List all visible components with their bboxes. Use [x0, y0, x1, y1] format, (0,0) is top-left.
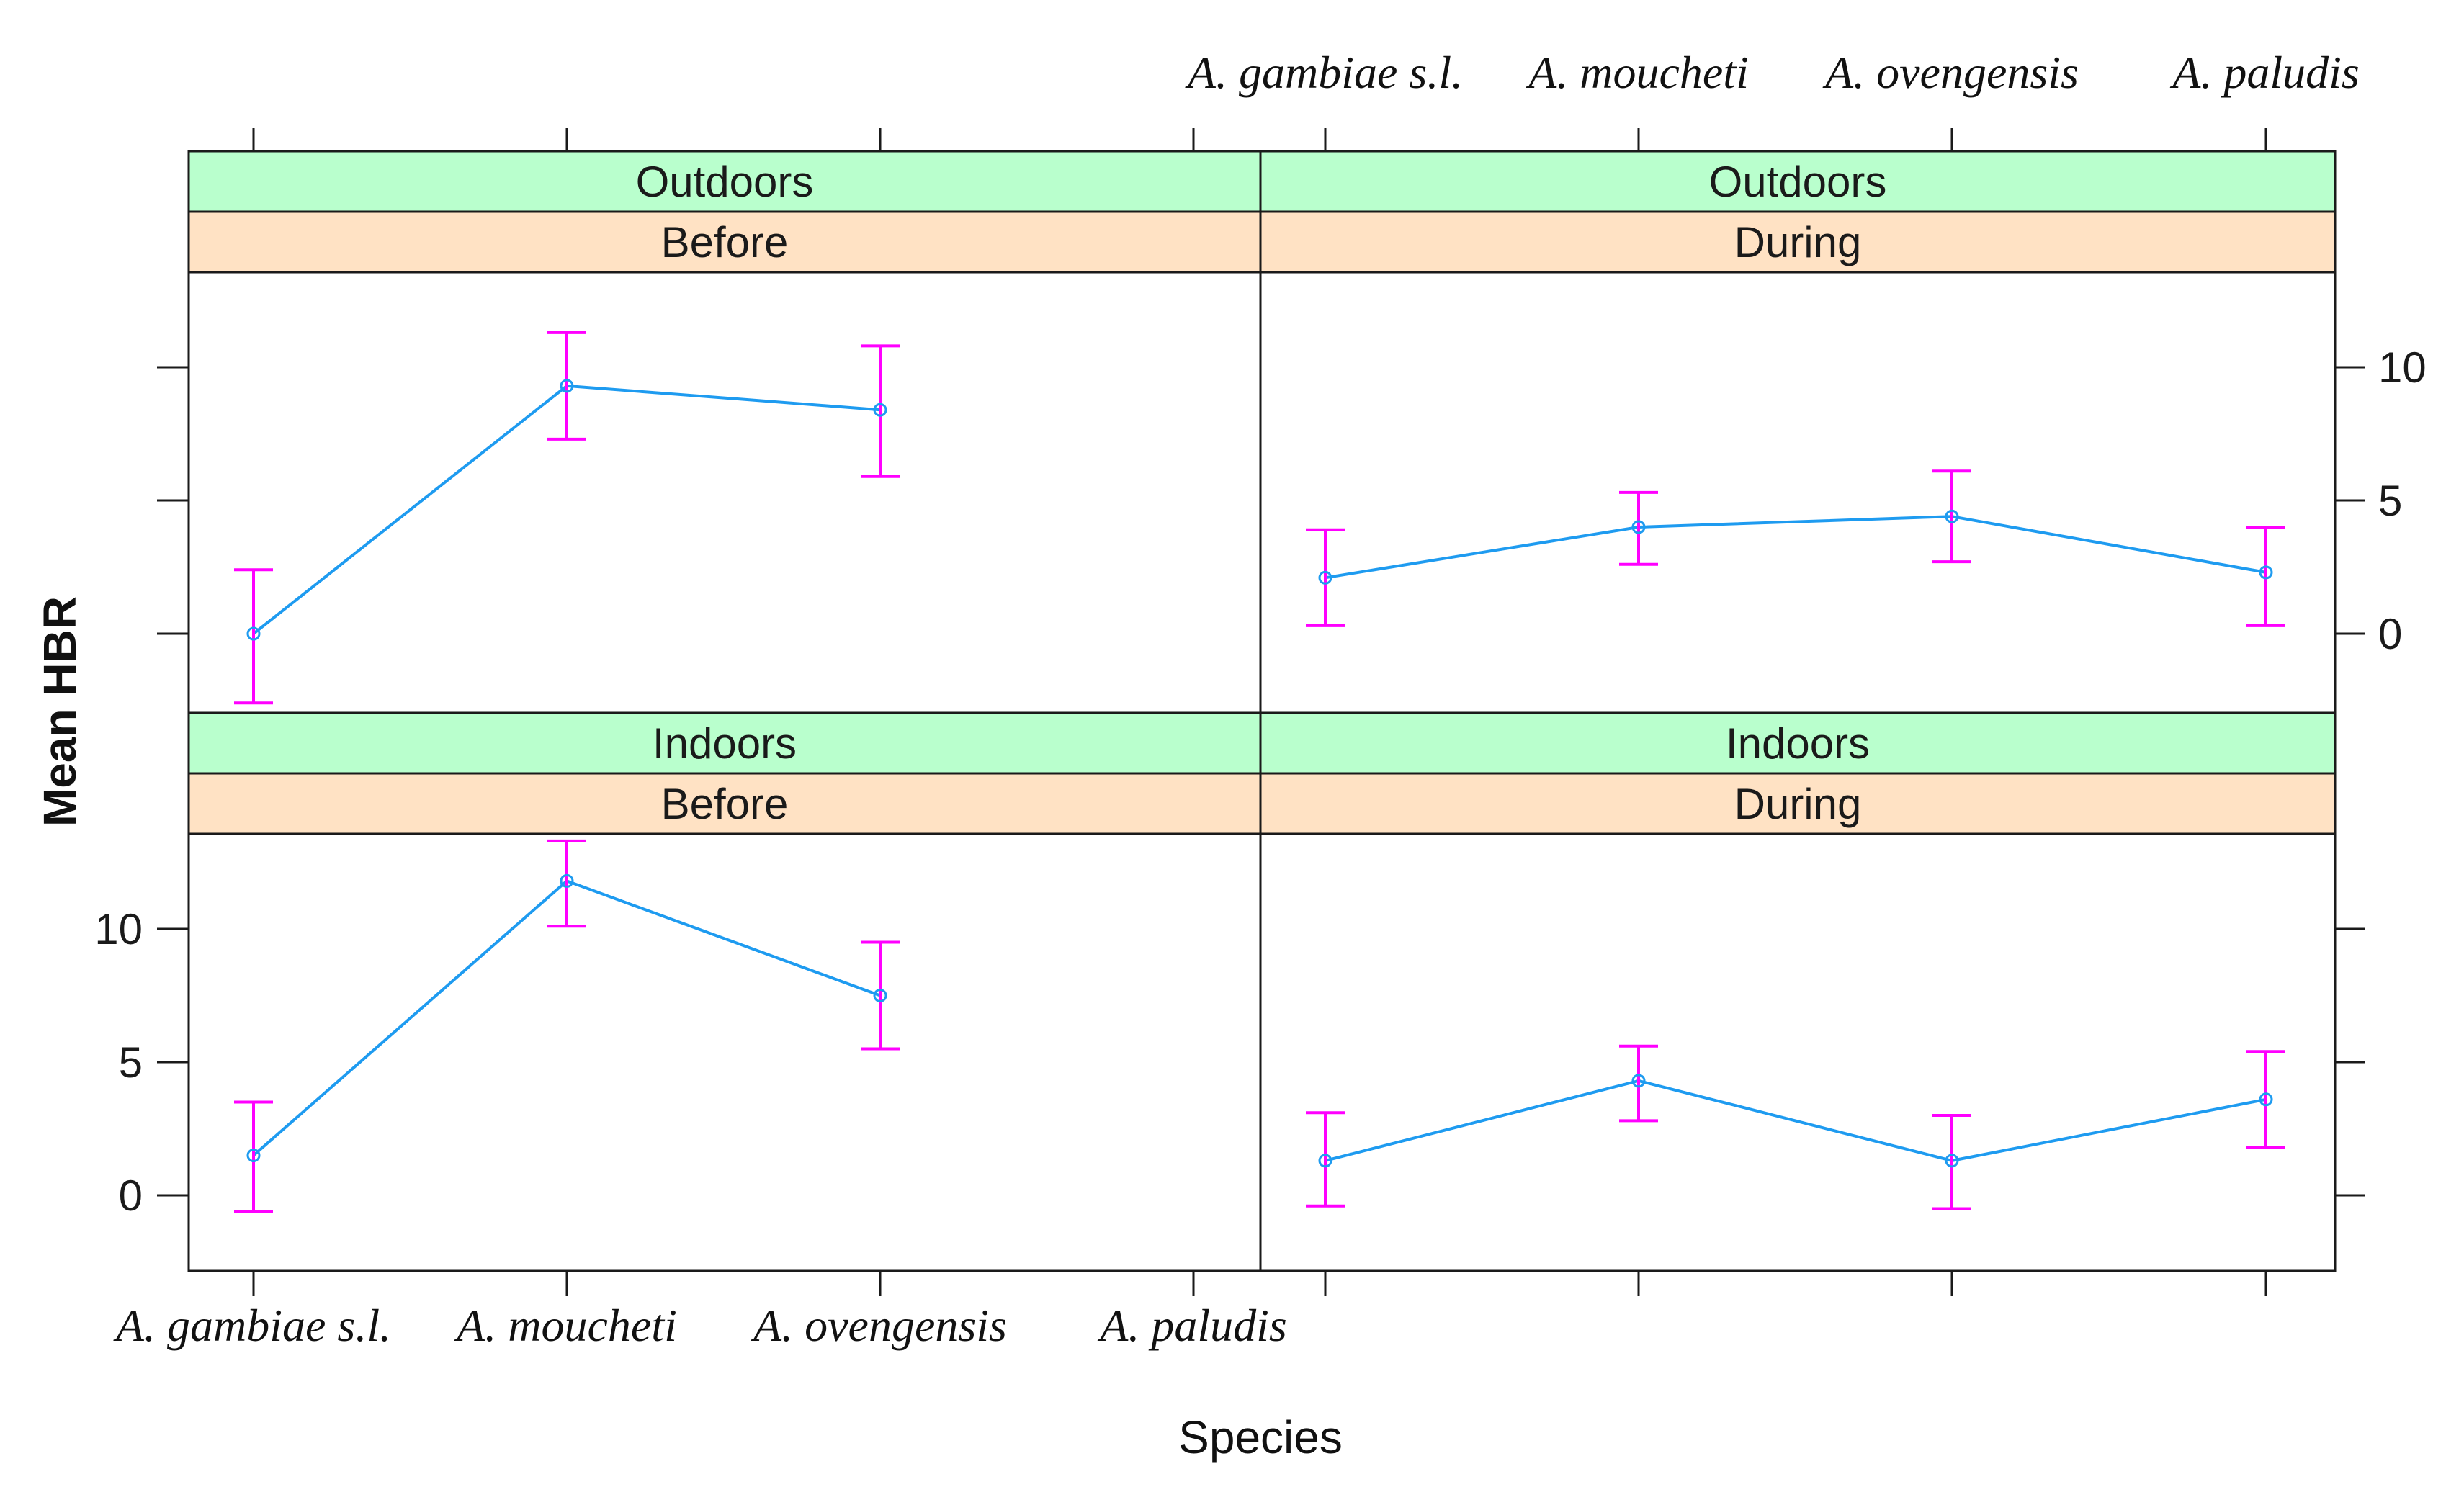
x-category-label-bottom: A. gambiae s.l.: [113, 1300, 391, 1351]
y-tick-label-left: 0: [119, 1172, 143, 1220]
strip-location-outdoors-before: [187, 150, 1262, 213]
x-category-label-top: A. moucheti: [1526, 47, 1749, 98]
panel-frame-indoors-before: [187, 832, 1262, 1272]
data-point-outdoors-during-2: [1945, 509, 1959, 523]
data-point-outdoors-before-1: [560, 379, 574, 393]
panel-frame-outdoors-during: [1259, 271, 2337, 714]
strip-location-label: Indoors: [653, 719, 797, 768]
x-category-label-bottom: A. paludis: [1097, 1300, 1287, 1351]
chart-layer: Outdoors Before Outdoors During Indoors Befor…: [34, 47, 2427, 1463]
strip-period-indoors-before: [187, 772, 1262, 835]
y-tick-label-right: 0: [2378, 610, 2402, 658]
x-category-label-top: A. paludis: [2169, 47, 2360, 98]
strip-location-indoors-during: [1259, 711, 2337, 775]
strip-location-label: Outdoors: [636, 158, 814, 206]
data-point-outdoors-during-1: [1631, 520, 1646, 534]
data-point-indoors-before-1: [560, 873, 574, 888]
x-category-label-top: A. gambiae s.l.: [1185, 47, 1463, 98]
strip-period-label: During: [1734, 218, 1862, 266]
strip-period-indoors-during: [1259, 772, 2337, 835]
data-point-indoors-before-2: [873, 989, 887, 1002]
data-point-outdoors-during-0: [1318, 570, 1332, 585]
strip-period-label: Before: [661, 780, 789, 828]
x-axis-title: Species: [1178, 1411, 1343, 1463]
series-line-indoors-during: [1325, 1079, 2267, 1162]
strip-location-label: Indoors: [1726, 719, 1870, 768]
panel-frame-indoors-during: [1259, 832, 2337, 1272]
strip-location-label: Outdoors: [1709, 158, 1887, 206]
y-axis-title: Mean HBR: [34, 596, 86, 827]
y-tick-label-left: 5: [119, 1038, 143, 1087]
strip-period-outdoors-during: [1259, 210, 2337, 274]
data-point-indoors-before-0: [246, 1149, 261, 1162]
strip-period-outdoors-before: [187, 210, 1262, 274]
x-category-label-top: A. ovengensis: [1822, 47, 2079, 98]
data-point-indoors-during-1: [1631, 1074, 1646, 1088]
strip-period-label: During: [1734, 780, 1862, 828]
x-category-label-bottom: A. moucheti: [454, 1300, 677, 1351]
data-point-outdoors-during-3: [2259, 565, 2273, 580]
data-point-indoors-during-3: [2259, 1092, 2273, 1107]
data-point-indoors-during-0: [1318, 1154, 1332, 1168]
series-line-outdoors-during: [1325, 515, 2267, 580]
y-tick-label-right: 10: [2378, 343, 2427, 392]
strip-location-outdoors-during: [1259, 150, 2337, 213]
y-tick-label-left: 10: [94, 905, 143, 953]
y-tick-label-right: 5: [2378, 477, 2402, 525]
strip-period-label: Before: [661, 218, 789, 266]
panel-frame-outdoors-before: [187, 271, 1262, 714]
data-point-indoors-during-2: [1945, 1154, 1959, 1168]
x-category-label-bottom: A. ovengensis: [751, 1300, 1007, 1351]
data-point-outdoors-before-0: [246, 626, 261, 641]
data-point-outdoors-before-2: [873, 403, 887, 417]
